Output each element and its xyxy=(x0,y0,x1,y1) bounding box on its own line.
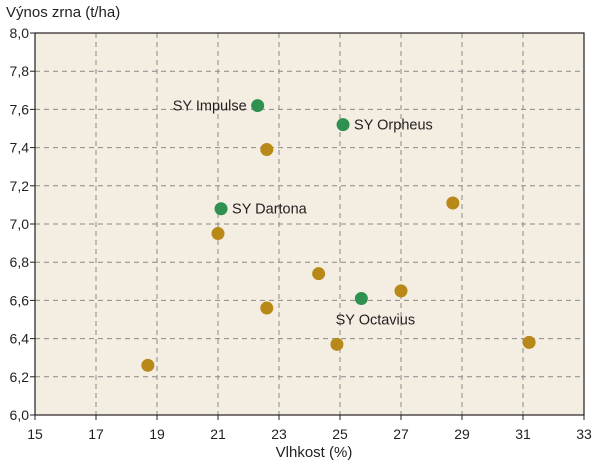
point-label: SY Impulse xyxy=(173,99,247,115)
data-point xyxy=(394,284,408,298)
y-axis-title: Výnos zrna (t/ha) xyxy=(6,4,120,21)
x-axis-title: Vlhkost (%) xyxy=(276,444,353,461)
x-tick-label: 25 xyxy=(332,426,348,442)
data-point xyxy=(260,143,274,157)
y-tick-label: 6,6 xyxy=(10,292,30,308)
y-tick-label: 7,0 xyxy=(10,216,30,232)
data-point xyxy=(211,227,225,241)
x-tick-label: 15 xyxy=(27,426,43,442)
data-point xyxy=(336,118,350,132)
point-label: SY Orpheus xyxy=(354,118,433,134)
data-point xyxy=(446,196,460,210)
y-tick-label: 7,4 xyxy=(10,140,30,156)
data-point xyxy=(251,99,265,113)
data-point xyxy=(214,202,228,216)
y-tick-label: 7,2 xyxy=(10,178,30,194)
y-tick-label: 6,4 xyxy=(10,331,30,347)
data-point xyxy=(330,337,344,351)
point-labels: SY Impulse SY Orpheus SY Dartona SY Octaviu… xyxy=(173,99,433,329)
y-axis: 6,0 6,2 6,4 6,6 6,8 7,0 7,2 7,4 7,6 7,8 8,0 xyxy=(10,25,35,423)
y-tick-label: 7,8 xyxy=(10,63,30,79)
data-points xyxy=(141,99,536,372)
x-tick-label: 23 xyxy=(271,426,287,442)
x-tick-label: 17 xyxy=(88,426,104,442)
grid-lines xyxy=(35,33,584,415)
x-tick-label: 19 xyxy=(149,426,165,442)
y-tick-label: 6,0 xyxy=(10,407,30,423)
point-label: SY Dartona xyxy=(232,202,308,218)
x-tick-label: 27 xyxy=(393,426,409,442)
data-point xyxy=(354,291,368,305)
data-point xyxy=(312,267,326,281)
x-tick-label: 29 xyxy=(454,426,470,442)
data-point xyxy=(260,301,274,315)
y-tick-label: 6,8 xyxy=(10,254,30,270)
x-tick-label: 33 xyxy=(576,426,592,442)
x-tick-label: 31 xyxy=(515,426,531,442)
y-tick-label: 7,6 xyxy=(10,101,30,117)
y-tick-label: 8,0 xyxy=(10,25,30,41)
data-point xyxy=(522,335,536,349)
data-point xyxy=(141,358,155,372)
point-label: SY Octavius xyxy=(336,312,416,328)
x-axis: 15 17 19 21 23 25 27 29 31 33 xyxy=(27,415,592,442)
x-tick-label: 21 xyxy=(210,426,226,442)
y-tick-label: 6,2 xyxy=(10,369,30,385)
